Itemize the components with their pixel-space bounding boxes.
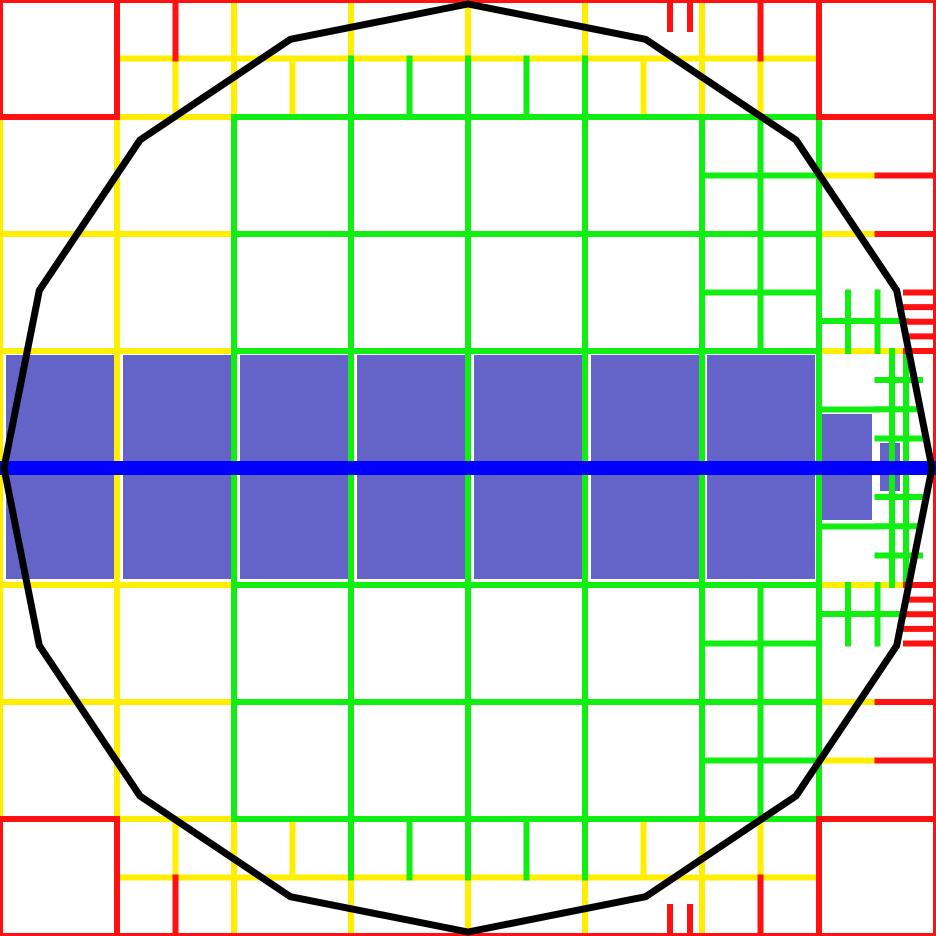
axis-band: [0, 461, 936, 475]
